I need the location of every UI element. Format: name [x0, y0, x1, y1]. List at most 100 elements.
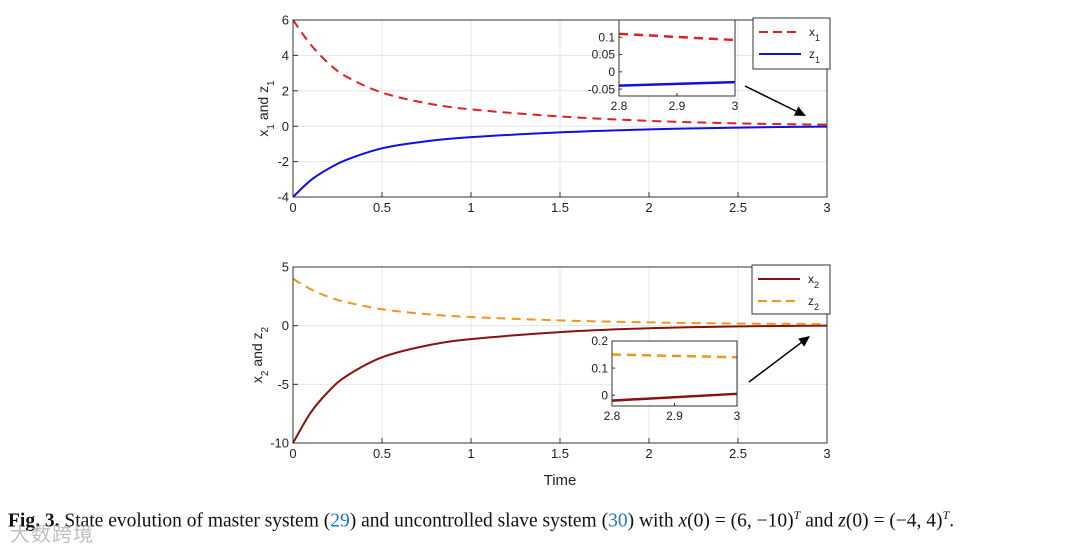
panel1-xtick-label-1: 0.5	[373, 200, 391, 215]
caption-ref-30[interactable]: 30	[608, 510, 628, 532]
panel2-xtick-label-0: 0	[289, 446, 296, 461]
caption-text-3: ) with	[627, 510, 679, 532]
panel1-xtick-label-2: 1	[467, 200, 474, 215]
panel1-ylabel-part-2: and z	[255, 86, 271, 124]
panel1-frame	[292, 19, 828, 198]
panel2-ytick-label-2: 0	[282, 318, 289, 333]
panel1-legend-label-z1: z1	[809, 47, 820, 65]
panel2-legend-name-0: x	[808, 272, 814, 286]
panel1-zoom-arrow	[744, 85, 799, 113]
panel2-inset-ytick-label-2: 0.2	[591, 334, 608, 348]
panel1-ylabel-part-3: 1	[266, 80, 277, 86]
panel2-ylabel-part-3: 2	[260, 326, 271, 332]
panel1-inset-ytick-label-2: 0.05	[592, 48, 616, 62]
panel2-ylabel-part-1: 2	[260, 370, 271, 376]
panel1-xtick-label-3: 1.5	[551, 200, 569, 215]
panel1-zoom-arrowhead	[793, 106, 806, 116]
panel2-ytick-label-3: 5	[282, 260, 289, 275]
caption-math-z-value: (0) = (−4, 4)	[845, 510, 943, 532]
panel1-inset-ytick-label-1: 0	[608, 65, 615, 79]
panel1-series-z1	[292, 125, 828, 198]
panel2-legend-name-1: z	[808, 294, 814, 308]
panel2-inset-xtick-label-2: 3	[734, 409, 741, 423]
caption-sup-2: T	[942, 508, 950, 522]
caption-text-1: State evolution of master system (	[59, 510, 331, 532]
panel1-xtick-label-6: 3	[823, 200, 830, 215]
panel1-ytick-label-3: 2	[282, 83, 289, 98]
caption-text-2: ) and uncontrolled slave system (	[349, 510, 609, 532]
panel1-ytick-label-1: -2	[277, 154, 289, 169]
panel2-inset-frame	[611, 340, 738, 407]
panel1-inset-ytick-label-0: -0.05	[588, 82, 616, 96]
caption-math-x-value: (0) = (6, −10)	[687, 510, 794, 532]
panel2-axes: 0 0.5 1 1.5 2 2.5 3 -10 -5 0 5	[270, 260, 830, 461]
caption-math-z: z	[838, 510, 846, 532]
panel1-legend-label-x1: x1	[809, 25, 820, 43]
panel2-inset-xtick-label-1: 2.9	[666, 409, 683, 423]
panel2-ytick-label-1: -5	[277, 377, 289, 392]
panel1-xtick-label-0: 0	[289, 200, 296, 215]
panel1-xtick-label-4: 2	[645, 200, 652, 215]
panel1-inset-xtick-label-0: 2.8	[611, 99, 628, 113]
panel2-inset-axes: 2.8 2.9 3 0 0.1 0.2	[591, 334, 740, 423]
panel2-xtick-label-6: 3	[823, 446, 830, 461]
watermark: 大数跨境	[10, 522, 94, 546]
panel1-inset-xtick-label-1: 2.9	[669, 99, 686, 113]
panel2-inset-series-x2	[611, 392, 738, 402]
panel2-xtick-label-2: 1	[467, 446, 474, 461]
panel1-legend-name-1: z	[809, 47, 815, 61]
panel2-xlabel: Time	[544, 472, 577, 489]
panel2-zoom-arrowhead	[798, 336, 810, 347]
panel1-legend-name-0: x	[809, 25, 815, 39]
caption-label: Fig. 3.	[8, 510, 60, 532]
panel2-ytick-label-0: -10	[270, 436, 289, 451]
panel1-inset-xtick-label-2: 3	[732, 99, 739, 113]
panel1-legend-sub-1: 1	[815, 55, 820, 65]
panel2-ylabel: x2 and z2	[249, 326, 271, 383]
panel2-ylabel-part-0: x	[249, 376, 265, 383]
panel2-legend-label-z2: z2	[808, 294, 819, 312]
panel2-ylabel-part-2: and z	[249, 332, 265, 370]
panel1-series-x1	[292, 19, 828, 126]
panel1-ylabel: x1 and z1	[255, 80, 277, 137]
panel1-inset-frame	[618, 19, 736, 97]
panel1-legend-box	[752, 17, 831, 70]
panel2-series-z2	[292, 277, 828, 326]
panel2-frame	[292, 266, 828, 444]
panel2-xtick-label-5: 2.5	[729, 446, 747, 461]
caption-ref-29[interactable]: 29	[330, 510, 350, 532]
panel2-inset-xtick-label-0: 2.8	[604, 409, 621, 423]
caption-math-x: x	[678, 510, 688, 532]
panel2-zoom-arrow	[748, 340, 804, 383]
caption-text-5: .	[949, 510, 955, 532]
panel2-xtick-label-1: 0.5	[373, 446, 391, 461]
panel2-legend-label-x2: x2	[808, 272, 819, 290]
panel2-series-x2	[292, 324, 828, 444]
panel2-legend-box	[751, 264, 831, 315]
panel2-xtick-label-3: 1.5	[551, 446, 569, 461]
panel1-ylabel-part-0: x	[255, 130, 271, 137]
panel1-ytick-label-4: 4	[282, 48, 289, 63]
panel1-inset-series-z1	[618, 80, 736, 87]
panel1-inset-ytick-label-3: 0.1	[598, 30, 615, 44]
panel2-inset-series-z2	[611, 353, 738, 359]
panel1-inset-axes: 2.8 2.9 3 -0.05 0 0.05 0.1	[588, 19, 739, 113]
caption-sup-1: T	[793, 508, 801, 522]
panel1-ytick-label-5: 6	[282, 13, 289, 28]
panel2-xtick-label-4: 2	[645, 446, 652, 461]
figure-caption: Fig. 3. State evolution of master system…	[8, 508, 1078, 533]
panel2-inset-ytick-label-1: 0.1	[591, 361, 608, 375]
caption-text-4: and	[800, 510, 839, 532]
panel1-ylabel-part-1: 1	[266, 124, 277, 130]
panel1-ytick-label-2: 0	[282, 119, 289, 134]
panel2-legend-sub-1: 2	[814, 302, 819, 312]
panel1-xtick-label-5: 2.5	[729, 200, 747, 215]
panel1-inset-series-x1	[618, 32, 736, 42]
panel1-legend-sub-0: 1	[815, 33, 820, 43]
panel2-legend-sub-0: 2	[814, 280, 819, 290]
panel1-axes: 0 0.5 1 1.5 2 2.5 3 -4 -2 0 2 4 6	[277, 13, 830, 215]
panel1-ytick-label-0: -4	[277, 190, 289, 205]
